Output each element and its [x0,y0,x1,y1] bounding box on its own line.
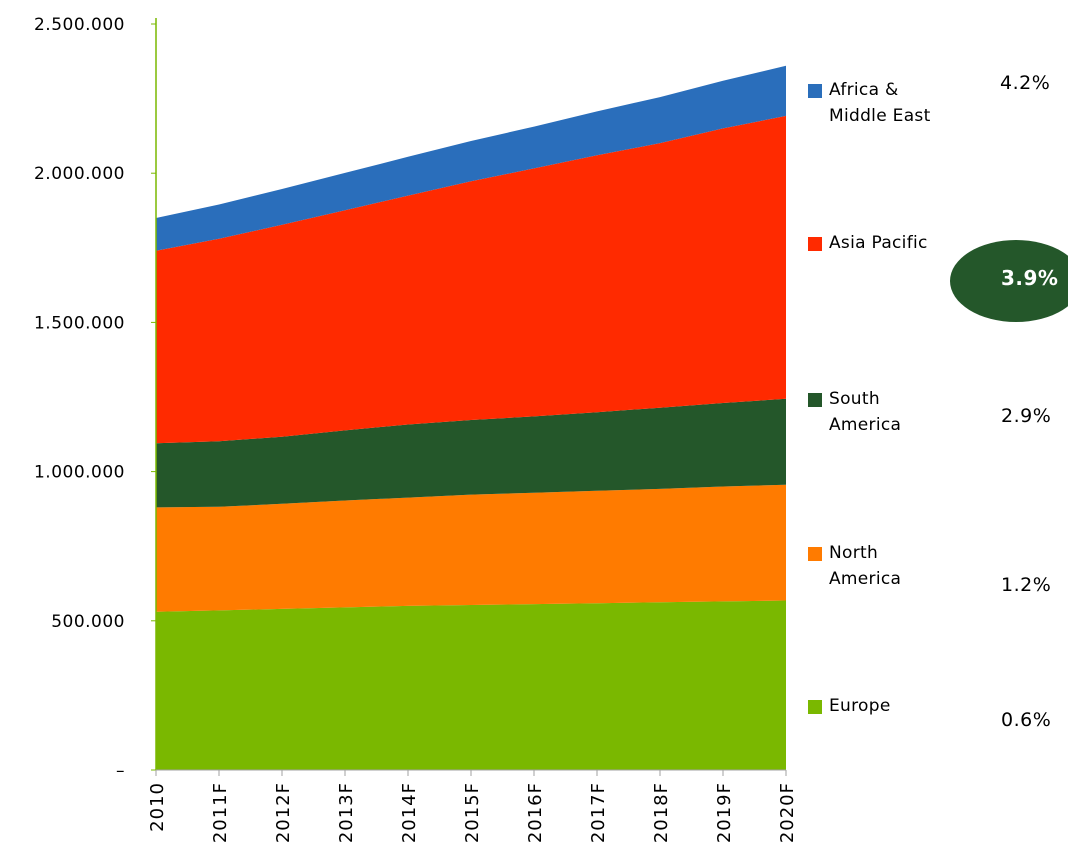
y-tick-label: 1.000.000 [34,463,125,483]
area-africa-middle-east [156,65,786,251]
x-tick-label: 2020F [777,782,798,843]
legend-swatch-asia-pacific [808,237,822,251]
growth-north-america: 1.2% [1001,574,1052,596]
x-tick-label: 2019F [714,782,735,843]
y-tick-label: – [116,761,125,781]
x-tick-label: 2016F [525,782,546,843]
legend-item-north-america: North America [808,543,909,592]
y-tick-label: 1.500.000 [34,313,125,333]
legend-label-africa-middle-east: Africa & Middle East [829,80,931,126]
highlight-bubble [950,240,1068,322]
x-tick-label: 2017F [588,782,609,843]
y-tick-label: 500.000 [51,612,125,632]
legend-label-asia-pacific: Asia Pacific [829,233,928,253]
area-europe [156,600,786,770]
legend-item-africa-middle-east: Africa & Middle East [808,80,954,129]
growth-europe: 0.6% [1001,709,1052,731]
x-tick-label: 2013F [336,782,357,843]
legend-label-europe: Europe [829,696,891,716]
growth-south-america: 2.9% [1001,405,1052,427]
legend-item-south-america: South America [808,389,909,438]
y-tick-label: 2.500.000 [34,15,125,35]
growth-asia-pacific: 3.9% [1001,266,1059,290]
legend-item-europe: Europe [808,696,959,719]
legend-swatch-north-america [808,547,822,561]
legend-swatch-europe [808,700,822,714]
x-tick-label: 2010 [147,782,168,832]
legend-swatch-africa-middle-east [808,84,822,98]
legend-label-north-america: North America [829,543,902,589]
y-tick-label: 2.000.000 [34,164,125,184]
area-asia-pacific [156,115,786,444]
x-tick-label: 2015F [462,782,483,843]
legend-label-south-america: South America [829,389,902,435]
x-tick-label: 2012F [273,782,294,843]
area-south-america [156,398,786,508]
x-tick-label: 2011F [210,782,231,843]
growth-africa-middle-east: 4.2% [1000,72,1051,94]
stacked-area-chart: – 500.000 1.000.000 1.500.000 2.000.000 2.500… [34,15,798,843]
area-north-america [156,484,786,612]
x-tick-label: 2018F [651,782,672,843]
legend-swatch-south-america [808,393,822,407]
legend-item-asia-pacific: Asia Pacific [808,233,959,256]
x-tick-label: 2014F [399,782,420,843]
